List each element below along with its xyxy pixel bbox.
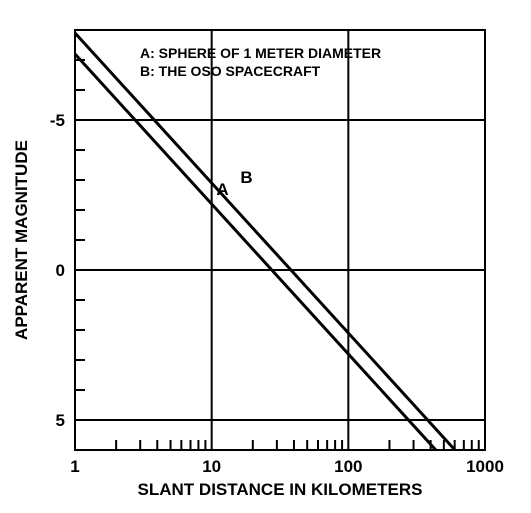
x-axis-label: SLANT DISTANCE IN KILOMETERS (138, 480, 423, 499)
y-tick-label: 0 (56, 261, 65, 280)
magnitude-vs-distance-chart: 1101001000-505ABSLANT DISTANCE IN KILOME… (0, 0, 531, 513)
x-tick-label: 1 (70, 457, 79, 476)
y-axis-label: APPARENT MAGNITUDE (12, 140, 31, 340)
x-tick-label: 10 (202, 457, 221, 476)
legend-entry: A: SPHERE OF 1 METER DIAMETER (140, 45, 381, 61)
x-tick-label: 1000 (466, 457, 504, 476)
series-label-B: B (240, 168, 252, 187)
y-tick-label: -5 (50, 111, 65, 130)
chart-container: 1101001000-505ABSLANT DISTANCE IN KILOME… (0, 0, 531, 513)
x-tick-label: 100 (334, 457, 362, 476)
y-tick-label: 5 (56, 411, 65, 430)
legend-entry: B: THE OSO SPACECRAFT (140, 63, 321, 79)
